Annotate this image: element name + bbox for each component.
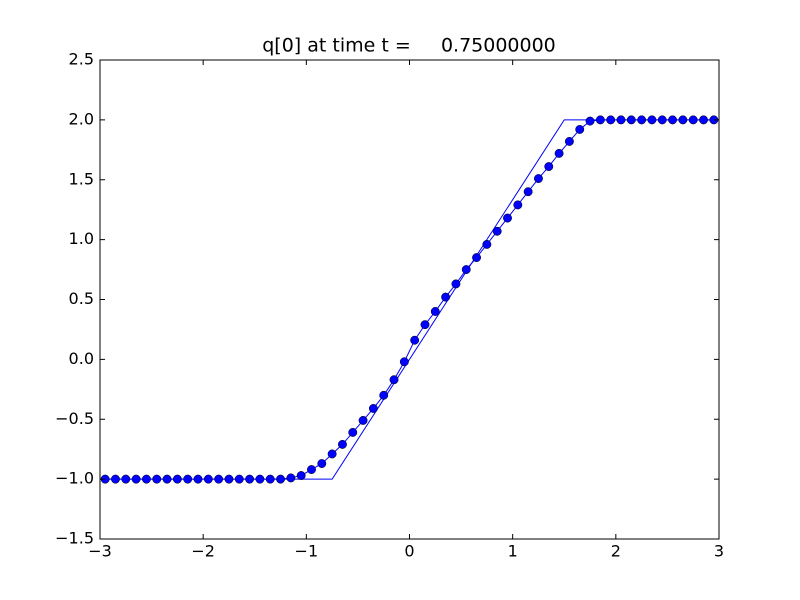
marker <box>183 474 193 484</box>
marker <box>245 474 255 484</box>
marker <box>699 115 708 125</box>
marker <box>585 116 595 126</box>
x-tick-label: −3 <box>88 542 112 561</box>
marker <box>534 174 543 184</box>
y-tick-label: 0.0 <box>69 349 94 368</box>
marker <box>193 474 203 484</box>
marker <box>451 279 461 289</box>
marker <box>420 320 430 330</box>
y-tick-label: 2.0 <box>69 109 94 128</box>
marker <box>441 292 451 302</box>
marker <box>121 474 131 484</box>
marker <box>317 459 327 469</box>
marker <box>472 253 482 263</box>
marker <box>234 474 244 484</box>
marker <box>482 239 492 249</box>
marker <box>575 125 585 134</box>
x-tick-label: 2 <box>611 542 621 561</box>
marker <box>492 226 502 236</box>
marker <box>626 115 636 125</box>
marker <box>513 200 523 210</box>
marker <box>255 474 265 484</box>
marker <box>131 474 141 484</box>
marker <box>172 474 182 484</box>
marker <box>265 474 275 484</box>
marker <box>523 187 533 197</box>
marker <box>358 415 368 425</box>
marker <box>595 115 605 125</box>
marker <box>379 390 389 400</box>
marker <box>368 404 378 413</box>
x-tick-label: −2 <box>191 542 215 561</box>
y-tick-label: 1.5 <box>69 169 94 188</box>
x-tick-label: 0 <box>404 542 414 561</box>
marker <box>389 375 399 385</box>
marker <box>564 136 574 146</box>
marker <box>286 473 296 483</box>
y-tick-label: −0.5 <box>55 409 94 428</box>
y-tick-label: 2.5 <box>69 50 94 69</box>
marker <box>544 162 554 172</box>
marker <box>668 115 678 125</box>
marker <box>678 115 688 125</box>
x-tick-label: 1 <box>508 542 518 561</box>
marker <box>616 115 626 125</box>
marker <box>111 474 120 484</box>
marker <box>647 115 657 125</box>
marker <box>657 115 667 125</box>
marker <box>141 474 151 484</box>
marker <box>337 439 347 449</box>
marker <box>224 474 234 484</box>
marker <box>399 357 409 367</box>
marker <box>214 474 224 484</box>
marker <box>554 148 564 158</box>
marker <box>606 115 616 125</box>
marker <box>203 474 213 484</box>
marker <box>410 335 420 345</box>
marker <box>152 474 162 484</box>
marker <box>637 115 647 125</box>
y-tick-label: −1.5 <box>55 529 94 548</box>
y-tick-label: 1.0 <box>69 229 94 248</box>
y-tick-label: −1.0 <box>55 469 94 488</box>
marker <box>307 465 316 474</box>
y-tick-label: 0.5 <box>69 289 94 308</box>
marker <box>348 427 358 437</box>
chart-title: q[0] at time t = 0.75000000 <box>262 35 556 57</box>
x-tick-label: −1 <box>295 542 319 561</box>
marker <box>327 449 337 459</box>
marker <box>296 471 306 480</box>
marker <box>430 307 440 316</box>
marker <box>162 474 172 484</box>
marker <box>503 213 512 223</box>
x-tick-label: 3 <box>714 542 724 561</box>
marker <box>276 474 285 484</box>
marker <box>688 115 698 125</box>
marker <box>461 265 471 275</box>
